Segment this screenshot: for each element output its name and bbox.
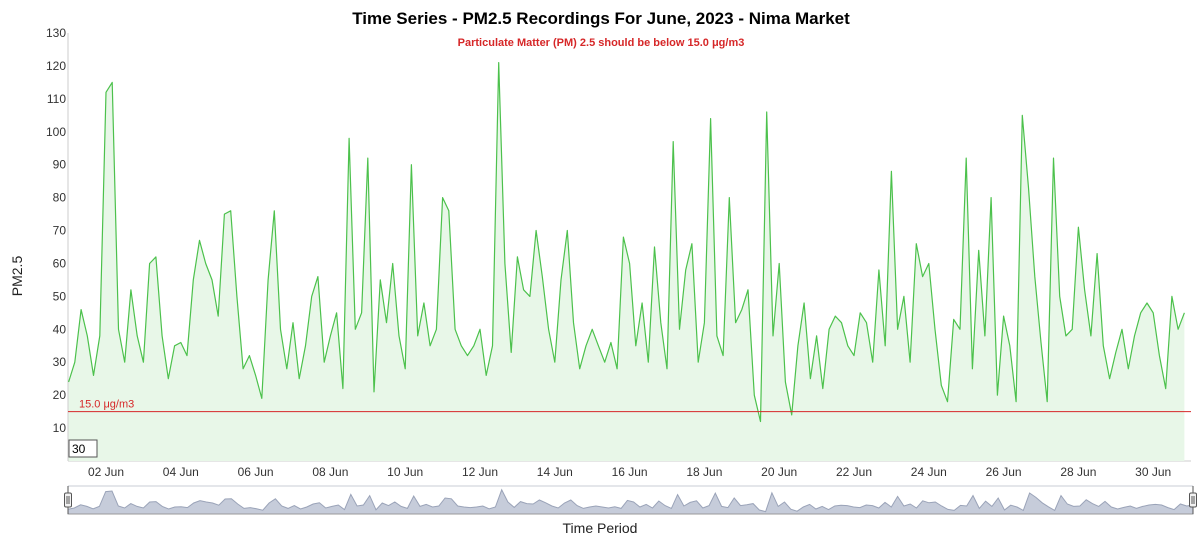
navigator-right-handle[interactable]	[1189, 492, 1197, 508]
x-tick-label: 12 Jun	[462, 465, 498, 479]
y-tick-label: 120	[46, 59, 66, 73]
x-tick-label: 26 Jun	[986, 465, 1022, 479]
navigator-left-handle[interactable]	[64, 492, 72, 508]
x-tick-label: 28 Jun	[1060, 465, 1096, 479]
x-tick-label: 18 Jun	[686, 465, 722, 479]
x-tick-label: 30 Jun	[1135, 465, 1171, 479]
chart-title: Time Series - PM2.5 Recordings For June,…	[352, 9, 850, 28]
y-tick-label: 80	[53, 191, 67, 205]
x-tick-label: 20 Jun	[761, 465, 797, 479]
series-area	[68, 62, 1185, 461]
plot-area[interactable]: 15.0 μg/m3 30	[67, 33, 1191, 462]
y-tick-label: 130	[46, 26, 66, 40]
y-tick-label: 100	[46, 125, 66, 139]
y-axis-label: PM2.5	[9, 256, 25, 297]
y-tick-label: 10	[53, 421, 67, 435]
y-tick-label: 110	[47, 92, 66, 106]
x-tick-label: 02 Jun	[88, 465, 124, 479]
y-tick-label: 40	[53, 322, 67, 336]
x-axis-ticks: 02 Jun 04 Jun 06 Jun 08 Jun 10 Jun 12 Jun 14 J…	[88, 465, 1171, 479]
value-box-text: 30	[72, 442, 86, 456]
range-navigator[interactable]	[64, 485, 1197, 515]
x-tick-label: 08 Jun	[312, 465, 348, 479]
x-tick-label: 06 Jun	[238, 465, 274, 479]
y-tick-label: 30	[53, 355, 67, 369]
y-axis-ticks: 10 20 30 40 50 60 70 80 90 100 110 120 130	[46, 26, 66, 435]
x-tick-label: 22 Jun	[836, 465, 872, 479]
value-box	[68, 439, 98, 458]
x-tick-label: 10 Jun	[387, 465, 423, 479]
threshold-label: 15.0 μg/m3	[79, 399, 134, 411]
y-tick-label: 20	[53, 388, 67, 402]
chart-subtitle: Particulate Matter (PM) 2.5 should be be…	[458, 37, 745, 49]
series-line[interactable]	[68, 62, 1185, 423]
navigator-series	[67, 488, 1194, 515]
x-tick-label: 14 Jun	[537, 465, 573, 479]
x-tick-label: 04 Jun	[163, 465, 199, 479]
y-tick-label: 60	[53, 256, 67, 270]
x-tick-label: 16 Jun	[612, 465, 648, 479]
x-axis-label: Time Period	[563, 520, 638, 536]
y-tick-label: 90	[53, 158, 67, 172]
y-tick-label: 50	[53, 289, 67, 303]
y-tick-label: 70	[53, 224, 67, 238]
x-tick-label: 24 Jun	[911, 465, 947, 479]
